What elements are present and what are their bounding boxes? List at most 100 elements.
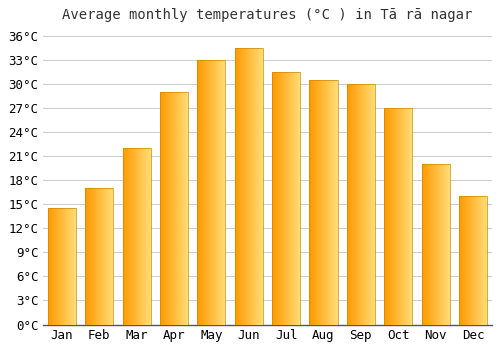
Bar [165, 92, 166, 324]
Bar [170, 92, 171, 324]
Bar [396, 108, 397, 324]
Bar [169, 92, 170, 324]
Bar [322, 80, 323, 324]
Bar [370, 84, 372, 324]
Bar [310, 80, 338, 324]
Bar [298, 72, 300, 324]
Bar [287, 72, 288, 324]
Bar [133, 148, 134, 324]
Bar [334, 80, 336, 324]
Bar [86, 188, 88, 324]
Bar [430, 164, 432, 324]
Bar [373, 84, 374, 324]
Bar [220, 60, 221, 324]
Bar [60, 208, 61, 324]
Bar [141, 148, 142, 324]
Bar [91, 188, 92, 324]
Bar [146, 148, 147, 324]
Bar [131, 148, 132, 324]
Bar [478, 196, 480, 324]
Bar [178, 92, 179, 324]
Bar [166, 92, 167, 324]
Bar [358, 84, 359, 324]
Bar [92, 188, 93, 324]
Bar [348, 84, 349, 324]
Bar [424, 164, 425, 324]
Bar [316, 80, 317, 324]
Bar [69, 208, 70, 324]
Bar [147, 148, 148, 324]
Bar [439, 164, 440, 324]
Bar [313, 80, 314, 324]
Bar [204, 60, 205, 324]
Bar [475, 196, 476, 324]
Bar [361, 84, 362, 324]
Bar [352, 84, 353, 324]
Bar [296, 72, 298, 324]
Bar [142, 148, 143, 324]
Bar [107, 188, 108, 324]
Bar [219, 60, 220, 324]
Bar [238, 48, 239, 324]
Bar [386, 108, 387, 324]
Bar [289, 72, 290, 324]
Bar [59, 208, 60, 324]
Title: Average monthly temperatures (°C ) in Tā rā nagar: Average monthly temperatures (°C ) in Tā… [62, 8, 472, 22]
Bar [385, 108, 386, 324]
Bar [438, 164, 439, 324]
Bar [234, 48, 236, 324]
Bar [71, 208, 72, 324]
Bar [145, 148, 146, 324]
Bar [93, 188, 94, 324]
Bar [476, 196, 477, 324]
Bar [367, 84, 368, 324]
Bar [391, 108, 392, 324]
Bar [253, 48, 254, 324]
Bar [277, 72, 278, 324]
Bar [362, 84, 363, 324]
Bar [56, 208, 57, 324]
Bar [350, 84, 351, 324]
Bar [183, 92, 184, 324]
Bar [174, 92, 176, 324]
Bar [280, 72, 281, 324]
Bar [262, 48, 263, 324]
Bar [144, 148, 145, 324]
Bar [428, 164, 430, 324]
Bar [392, 108, 394, 324]
Bar [168, 92, 169, 324]
Bar [241, 48, 242, 324]
Bar [112, 188, 114, 324]
Bar [390, 108, 391, 324]
Bar [435, 164, 436, 324]
Bar [315, 80, 316, 324]
Bar [466, 196, 468, 324]
Bar [66, 208, 67, 324]
Bar [96, 188, 97, 324]
Bar [88, 188, 90, 324]
Bar [212, 60, 213, 324]
Bar [180, 92, 181, 324]
Bar [97, 188, 98, 324]
Bar [311, 80, 312, 324]
Bar [58, 208, 59, 324]
Bar [364, 84, 365, 324]
Bar [95, 188, 96, 324]
Bar [482, 196, 483, 324]
Bar [449, 164, 450, 324]
Bar [272, 72, 273, 324]
Bar [486, 196, 487, 324]
Bar [483, 196, 484, 324]
Bar [85, 188, 86, 324]
Bar [403, 108, 404, 324]
Bar [110, 188, 111, 324]
Bar [400, 108, 401, 324]
Bar [402, 108, 403, 324]
Bar [176, 92, 177, 324]
Bar [426, 164, 427, 324]
Bar [326, 80, 327, 324]
Bar [214, 60, 215, 324]
Bar [387, 108, 388, 324]
Bar [255, 48, 256, 324]
Bar [100, 188, 102, 324]
